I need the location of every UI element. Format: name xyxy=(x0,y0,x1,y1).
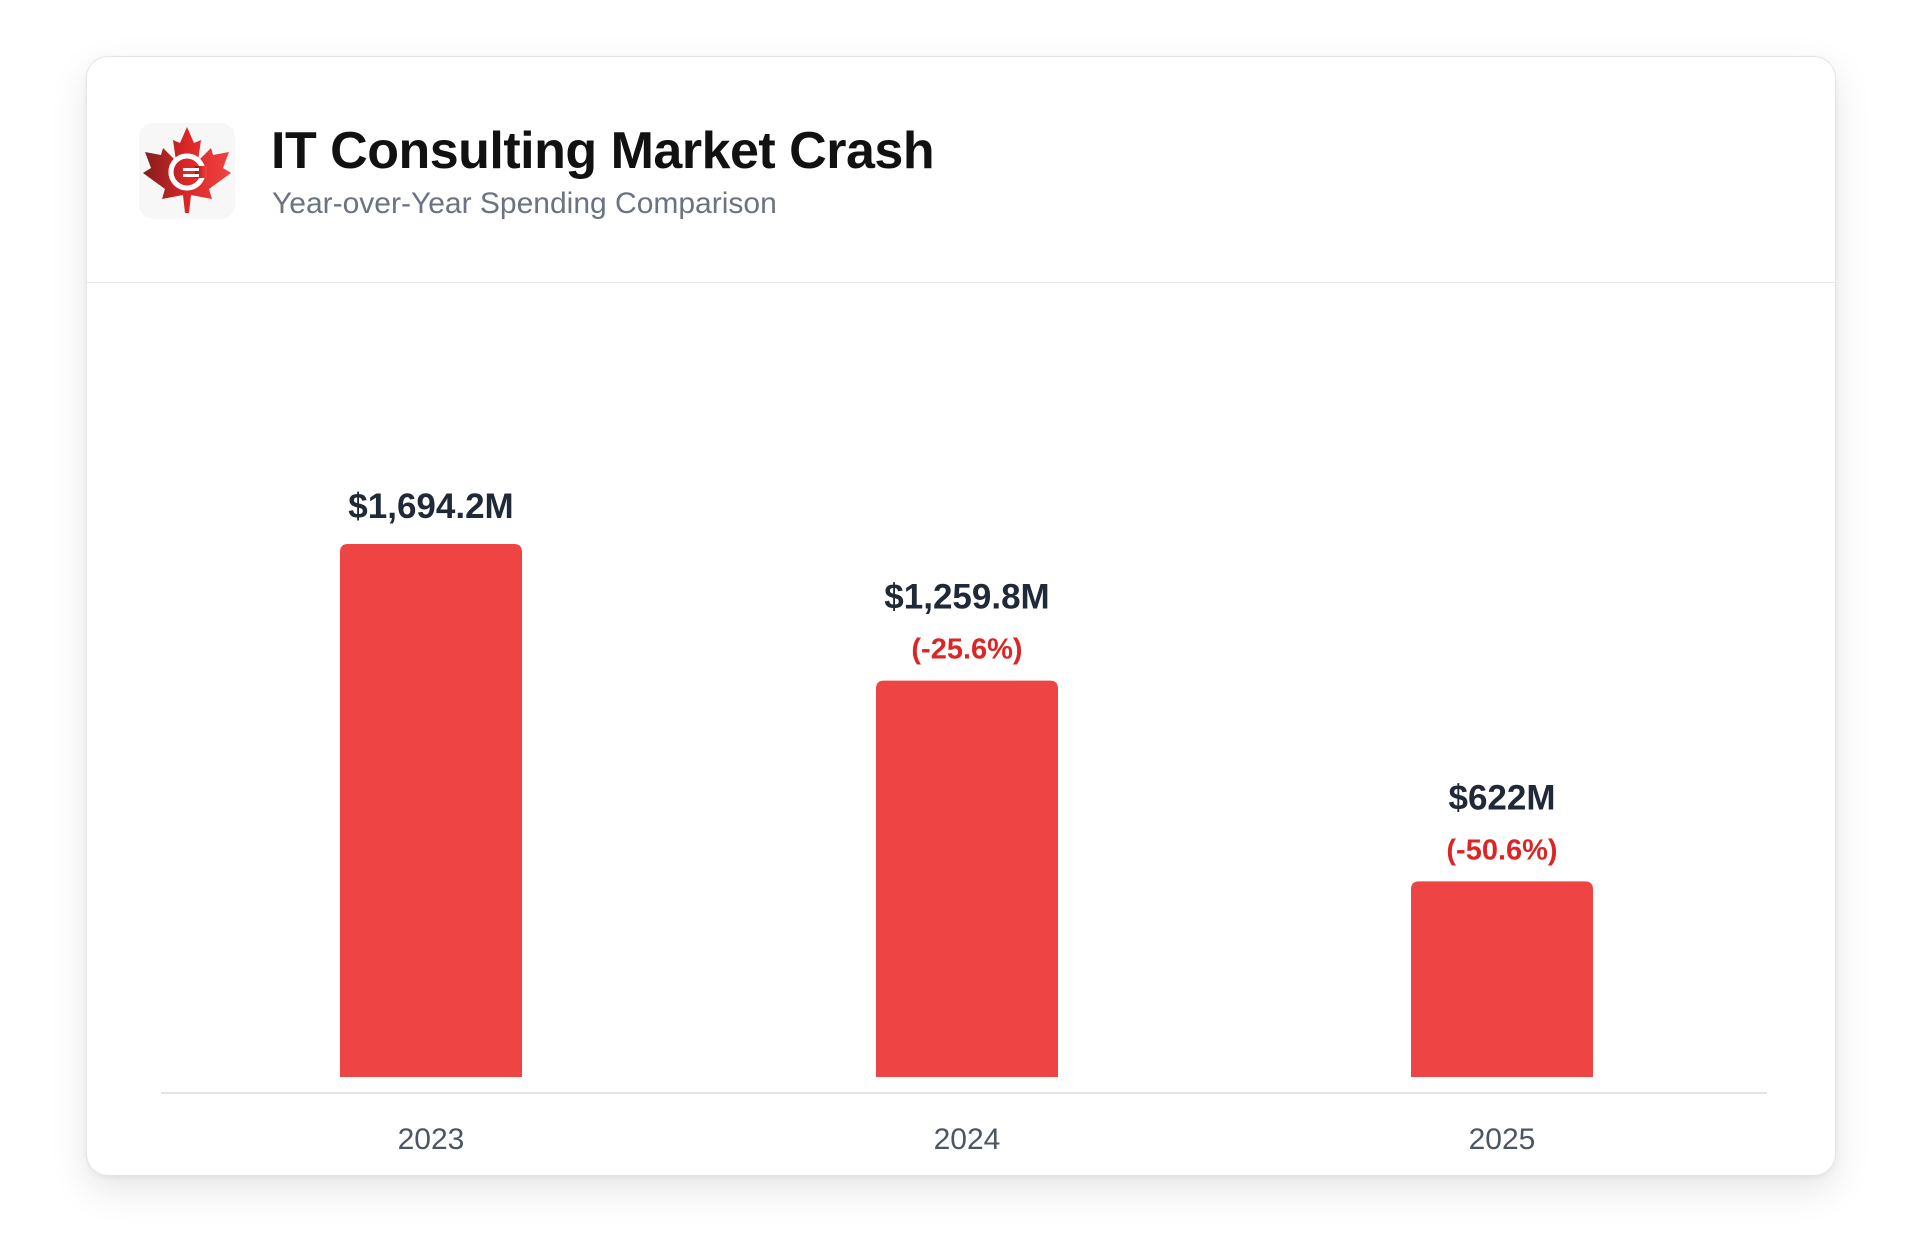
change-label-2024: (-25.6%) xyxy=(911,634,1022,666)
chart-area: $1,694.2M 2023 $1,259.8M (-25.6%) 2024 $622M (… xyxy=(87,283,1835,1175)
x-tick-label-2023: 2023 xyxy=(398,1123,465,1156)
bar-2025 xyxy=(1411,881,1593,1077)
value-label-2025: $622M xyxy=(1448,778,1555,817)
bar-chart: $1,694.2M 2023 $1,259.8M (-25.6%) 2024 $622M (… xyxy=(161,487,1767,1156)
bar-2024 xyxy=(876,680,1058,1077)
maple-leaf-icon xyxy=(143,127,231,213)
x-tick-label-2025: 2025 xyxy=(1469,1123,1536,1156)
card-header: IT Consulting Market Crash Year-over-Yea… xyxy=(87,57,1835,283)
value-label-2023: $1,694.2M xyxy=(348,487,513,526)
x-tick-label-2024: 2024 xyxy=(934,1123,1001,1156)
value-label-2024: $1,259.8M xyxy=(884,578,1049,617)
page-title: IT Consulting Market Crash xyxy=(271,122,935,180)
page-subtitle: Year-over-Year Spending Comparison xyxy=(272,187,777,220)
canadian-maple-leaf-logo-icon xyxy=(139,123,235,219)
chart-card: IT Consulting Market Crash Year-over-Yea… xyxy=(86,56,1836,1176)
bar-2023 xyxy=(340,544,522,1077)
change-label-2025: (-50.6%) xyxy=(1446,834,1557,866)
